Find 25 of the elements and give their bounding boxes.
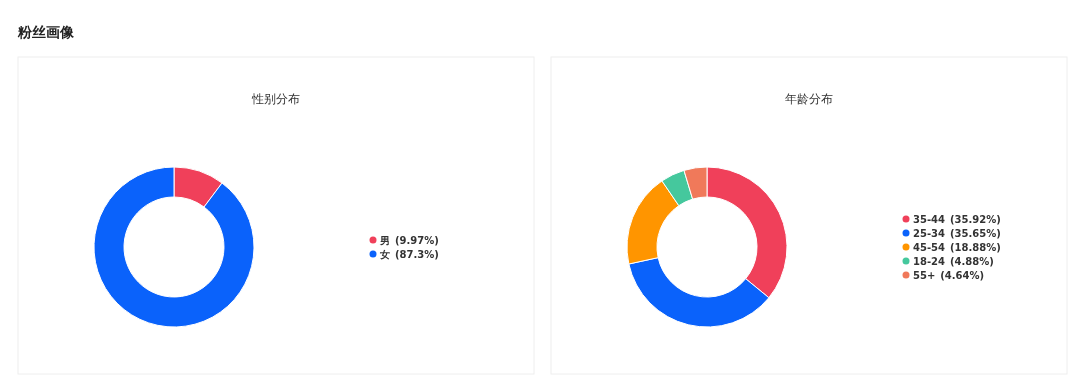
data-label: (9.97%) xyxy=(395,234,439,246)
legend-label: 45-54 xyxy=(913,241,946,253)
legend-item: 45-54 (18.88%) xyxy=(902,241,1001,253)
chart-title: 性别分布 xyxy=(251,92,300,106)
data-label: (87.3%) xyxy=(395,248,439,260)
chart-title: 年龄分布 xyxy=(785,92,833,106)
legend-item: 男 (9.97%) xyxy=(369,234,439,246)
legend-item: 55+ (4.64%) xyxy=(902,269,985,281)
legend-label: 35-44 xyxy=(913,213,946,225)
data-label: (4.64%) xyxy=(940,269,985,281)
legend-label: 男 xyxy=(379,234,390,246)
data-label: (35.92%) xyxy=(949,213,1001,225)
donut-slice xyxy=(93,166,255,328)
data-label: (35.65%) xyxy=(949,227,1001,239)
data-label: (4.88%) xyxy=(949,255,994,267)
text: 粉丝画像 xyxy=(17,24,75,40)
legend-item: 25-34 (35.65%) xyxy=(902,227,1001,239)
legend-item: 18-24 (4.88%) xyxy=(902,255,994,267)
legend-item: 35-44 (35.92%) xyxy=(902,213,1001,225)
legend-label: 18-24 xyxy=(913,255,946,267)
legend-item: 女 (87.3%) xyxy=(369,248,439,260)
legend-label: 25-34 xyxy=(913,227,946,239)
data-label: (18.88%) xyxy=(949,241,1001,253)
legend-label: 女 xyxy=(379,248,390,260)
legend-label: 55+ xyxy=(913,269,936,281)
